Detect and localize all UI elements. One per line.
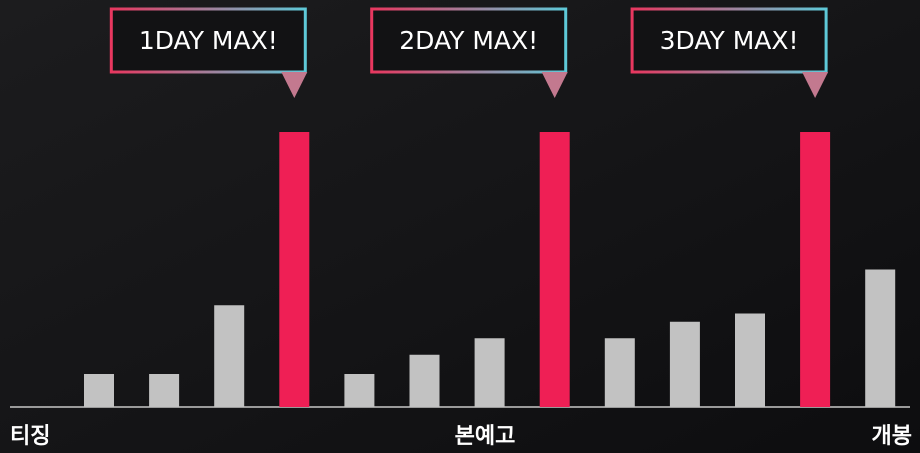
- bar: [279, 132, 309, 407]
- bar: [475, 338, 505, 407]
- phase-label: 티징: [10, 424, 50, 449]
- bar: [605, 338, 635, 407]
- phase-label: 개봉: [872, 424, 912, 449]
- bar: [735, 314, 765, 408]
- bar: [214, 305, 244, 407]
- bar: [670, 322, 700, 407]
- callout-text: 1DAY MAX!: [139, 26, 278, 55]
- callout-text: 2DAY MAX!: [399, 26, 538, 55]
- bar: [800, 132, 830, 407]
- bar: [149, 374, 179, 407]
- bar: [344, 374, 374, 407]
- bar: [865, 270, 895, 408]
- bar: [410, 355, 440, 407]
- bar: [84, 374, 114, 407]
- phase-label: 본예고: [455, 424, 516, 449]
- callout-text: 3DAY MAX!: [660, 26, 799, 55]
- bar: [540, 132, 570, 407]
- chart: 1DAY MAX! 2DAY MAX! 3DAY MAX! 티징 본예고 개봉: [0, 0, 920, 453]
